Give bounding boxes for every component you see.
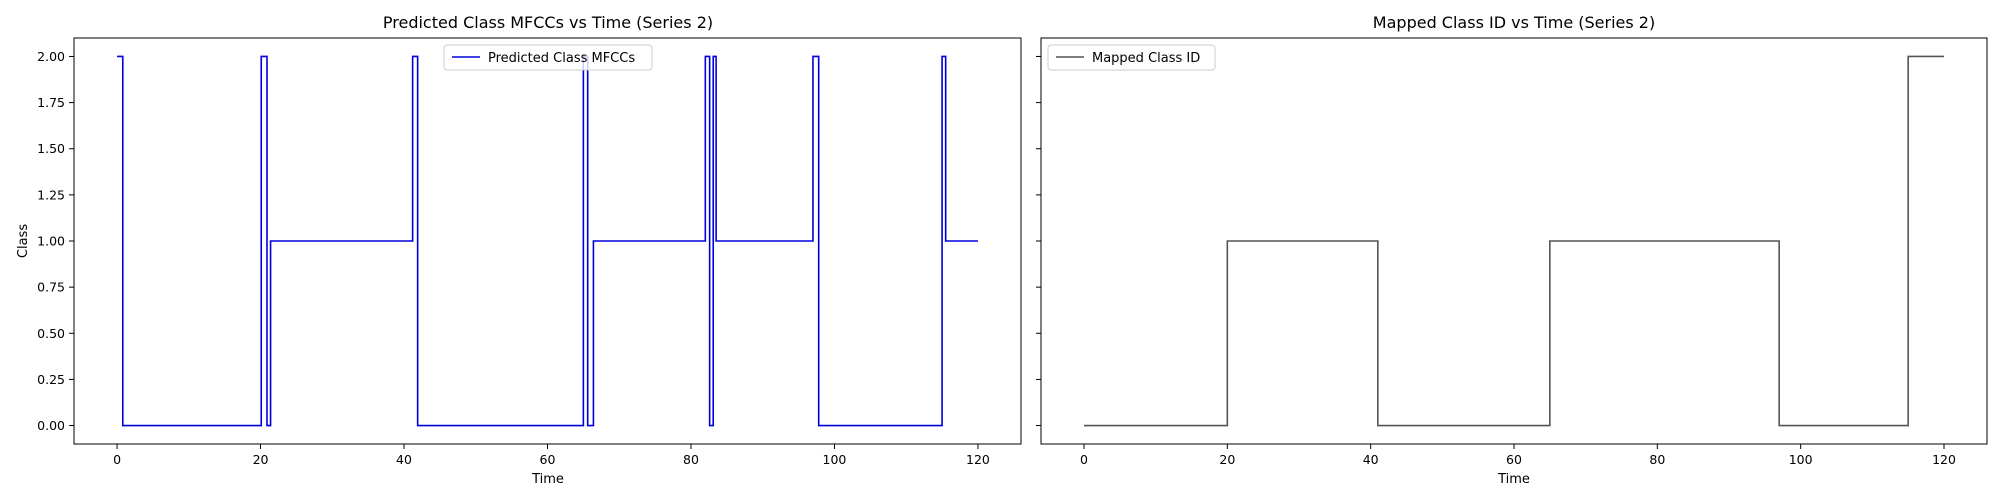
plot-frame [73, 37, 1022, 445]
x-tick-label: 100 [1789, 452, 1813, 467]
legend-entry-label: Predicted Class MFCCs [488, 51, 635, 66]
chart-panel-predicted: Predicted Class MFCCs vs Time (Series 2)… [16, 13, 1022, 487]
x-tick-label: 60 [540, 452, 556, 467]
x-tick-label: 40 [1363, 452, 1379, 467]
x-tick-label: 20 [253, 452, 269, 467]
plot-frame [1040, 37, 1988, 445]
series-group [1084, 55, 1944, 427]
y-tick-label: 1.75 [37, 95, 65, 110]
x-tick-label: 80 [1649, 452, 1665, 467]
y-tick-label: 1.50 [37, 141, 65, 156]
y-tick-label: 0.75 [37, 280, 65, 295]
y-tick-label: 2.00 [37, 49, 65, 64]
ticks-group: 0 20 40 60 80 100 120 0.00 0.25 0.50 0.75 1.00 1.25 1… [37, 49, 990, 467]
x-tick-label: 120 [1932, 452, 1956, 467]
y-tick-label: 1.00 [37, 234, 65, 249]
x-tick-label: 100 [823, 452, 847, 467]
legend: Mapped Class ID [1047, 44, 1216, 71]
series-line [1084, 55, 1944, 427]
chart-title: Predicted Class MFCCs vs Time (Series 2) [383, 13, 713, 32]
x-axis-label: Time [531, 472, 564, 487]
x-tick-label: 40 [396, 452, 412, 467]
legend-box [1047, 44, 1216, 71]
ticks-group: 0 20 40 60 80 100 120 [1036, 55, 1956, 467]
legend-entry-label: Mapped Class ID [1092, 51, 1200, 66]
x-tick-label: 120 [966, 452, 990, 467]
legend-box [443, 44, 653, 71]
x-tick-label: 0 [1080, 452, 1088, 467]
legend: Predicted Class MFCCs [443, 44, 653, 71]
x-tick-label: 0 [113, 452, 121, 467]
y-tick-label: 0.25 [37, 372, 65, 387]
x-tick-label: 20 [1219, 452, 1235, 467]
series-line [117, 55, 978, 427]
series-group [117, 55, 978, 427]
x-tick-label: 60 [1506, 452, 1522, 467]
x-axis-label: Time [1497, 472, 1530, 487]
y-axis-label: Class [16, 224, 31, 258]
y-tick-label: 0.00 [37, 418, 65, 433]
y-tick-label: 0.50 [37, 326, 65, 341]
y-tick-label: 1.25 [37, 187, 65, 202]
chart-panel-mapped: Mapped Class ID vs Time (Series 2) Time … [1036, 13, 1988, 487]
x-tick-label: 80 [683, 452, 699, 467]
chart-title: Mapped Class ID vs Time (Series 2) [1373, 13, 1655, 32]
